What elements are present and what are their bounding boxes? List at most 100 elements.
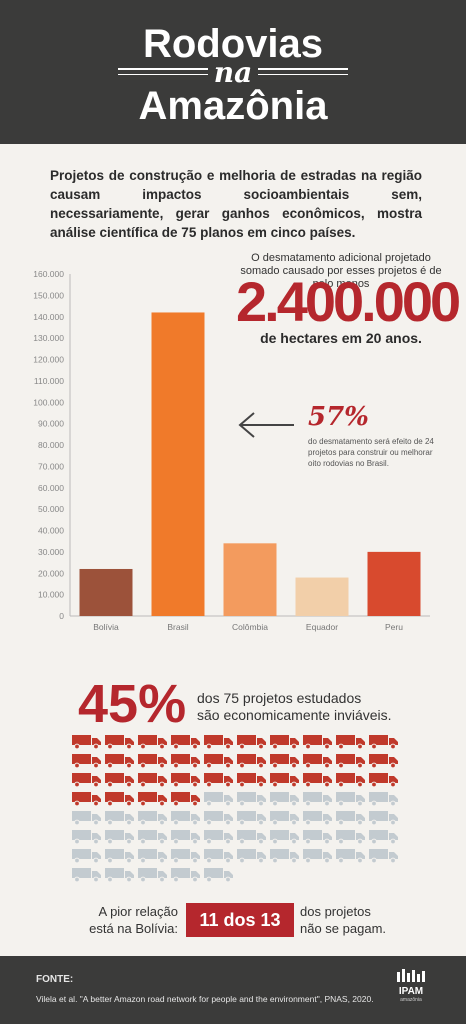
worst-left: A pior relação está na Bolívia:: [60, 903, 178, 937]
truck-icon: [369, 830, 398, 845]
truck-icon: [303, 849, 332, 864]
bar: [367, 551, 421, 616]
truck-icon: [336, 735, 365, 750]
unviable-desc-line-1: dos 75 projetos estudados: [197, 690, 362, 706]
source-label: FONTE:: [36, 974, 74, 985]
truck-icon: [105, 849, 134, 864]
y-tick-label: 100.000: [33, 397, 64, 407]
truck-icon: [105, 830, 134, 845]
truck-icon: [336, 811, 365, 826]
ipam-logo: IPAM amazônia: [394, 968, 428, 1003]
truck-icon: [270, 735, 299, 750]
truck-icon: [72, 849, 101, 864]
truck-icon: [171, 773, 200, 788]
x-tick-label: Brasil: [167, 622, 188, 632]
truck-icon: [138, 792, 167, 807]
truck-icon: [303, 754, 332, 769]
unviable-desc: dos 75 projetos estudados são economicam…: [197, 690, 392, 724]
truck-icon: [303, 811, 332, 826]
truck-icon: [204, 792, 233, 807]
truck-icon: [270, 849, 299, 864]
truck-icon: [369, 773, 398, 788]
truck-icon: [105, 773, 134, 788]
y-tick-label: 140.000: [33, 312, 64, 322]
truck-icon: [72, 811, 101, 826]
truck-icon: [303, 735, 332, 750]
truck-icon: [138, 735, 167, 750]
truck-icon: [105, 811, 134, 826]
truck-icon: [270, 792, 299, 807]
truck-icon: [270, 830, 299, 845]
bar: [151, 312, 205, 616]
y-tick-label: 10.000: [38, 590, 64, 600]
truck-icon: [204, 811, 233, 826]
y-tick-label: 130.000: [33, 333, 64, 343]
truck-icon: [369, 811, 398, 826]
x-tick-label: Equador: [306, 622, 338, 632]
truck-icon: [72, 830, 101, 845]
truck-icon: [303, 773, 332, 788]
x-tick-label: Bolívia: [93, 622, 119, 632]
truck-icon: [138, 849, 167, 864]
truck-icon: [72, 868, 101, 883]
x-tick-label: Peru: [385, 622, 403, 632]
ipam-logo-sub: amazônia: [400, 997, 422, 1003]
title-divider-left-bottom: [118, 74, 208, 75]
truck-icon: [138, 868, 167, 883]
truck-icon: [138, 773, 167, 788]
truck-icon: [270, 811, 299, 826]
truck-icon: [303, 830, 332, 845]
title-line-2-group: na: [0, 58, 466, 88]
truck-icon: [204, 830, 233, 845]
title-divider-left-top: [118, 68, 208, 70]
header-banner: Rodovias na Amazônia: [0, 0, 466, 144]
truck-icon: [72, 754, 101, 769]
truck-icon: [237, 754, 266, 769]
truck-icon: [171, 735, 200, 750]
title-divider-right-bottom: [258, 74, 348, 75]
bar: [295, 577, 349, 616]
deforestation-lead: O desmatamento adicional projetado somad…: [240, 252, 442, 290]
truck-icon: [72, 792, 101, 807]
y-tick-label: 120.000: [33, 355, 64, 365]
worst-right: dos projetos não se pagam.: [300, 903, 400, 937]
truck-icon: [105, 754, 134, 769]
truck-icon: [336, 792, 365, 807]
truck-icon: [336, 754, 365, 769]
y-tick-label: 80.000: [38, 440, 64, 450]
truck-icon: [237, 735, 266, 750]
title-line-3: Amazônia: [138, 84, 328, 128]
bar-chart: 0 10.000 20.000 30.000 40.000 50.000 60.000 70.…: [33, 269, 430, 632]
truck-icon: [336, 773, 365, 788]
truck-icon: [171, 754, 200, 769]
truck-icon: [204, 773, 233, 788]
bar: [223, 543, 277, 616]
truck-icon-grid: [72, 735, 398, 883]
truck-icon: [171, 849, 200, 864]
bar: [79, 568, 133, 616]
y-tick-label: 30.000: [38, 547, 64, 557]
y-tick-label: 90.000: [38, 419, 64, 429]
truck-icon: [204, 868, 233, 883]
y-tick-label: 160.000: [33, 269, 64, 279]
brasil-share-value: 57%: [308, 402, 369, 432]
ipam-logo-icon: [397, 969, 425, 982]
unviable-desc-line-2: são economicamente inviáveis.: [197, 707, 392, 723]
y-tick-label: 110.000: [34, 376, 64, 386]
brasil-share-desc: do desmatamento será efeito de 24 projet…: [308, 437, 434, 468]
worst-right-line-2: não se pagam.: [300, 921, 387, 936]
worst-highlight: 11 dos 13: [186, 903, 294, 937]
title-divider-right-top: [258, 68, 348, 70]
truck-icon: [105, 735, 134, 750]
worst-right-line-1: dos projetos: [300, 904, 371, 919]
truck-icon: [171, 811, 200, 826]
worst-left-line-1: A pior relação: [98, 904, 179, 919]
unviable-value: 45%: [78, 674, 187, 734]
truck-icon: [204, 735, 233, 750]
y-tick-label: 70.000: [38, 461, 64, 471]
y-tick-label: 20.000: [38, 568, 64, 578]
truck-icon: [237, 811, 266, 826]
intro-text: Projetos de construção e melhoria de est…: [50, 168, 422, 240]
deforestation-value: 2.400.000: [236, 270, 461, 333]
y-tick-label: 0: [59, 611, 64, 621]
